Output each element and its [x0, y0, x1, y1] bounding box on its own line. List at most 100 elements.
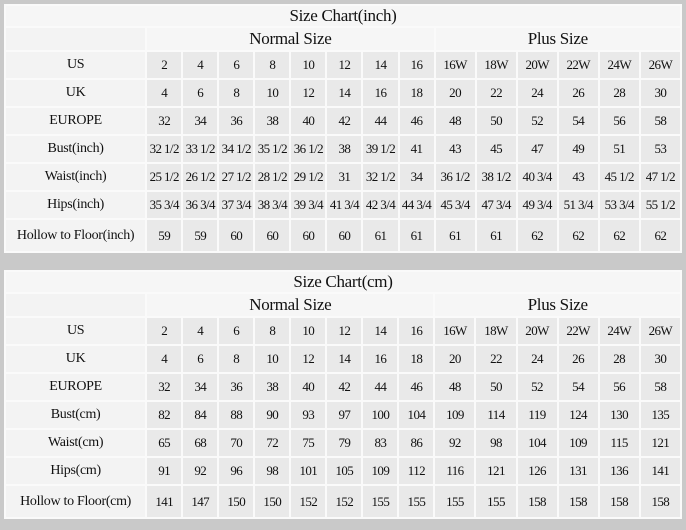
size-chart-inch: Size Chart(inch) Normal Size Plus Size US 2 4… [3, 4, 683, 253]
size-cell: 83 [361, 428, 400, 458]
size-cell: 158 [638, 484, 683, 519]
size-cell: 130 [597, 400, 641, 430]
size-cell: 14 [361, 316, 400, 346]
size-cell: 84 [181, 400, 220, 430]
size-cell: 22 [474, 78, 518, 108]
row-label: UK [3, 78, 148, 108]
size-cell: 62 [597, 218, 641, 253]
table-row: Hips(inch) 35 3/4 36 3/4 37 3/4 38 3/4 39 3/4… [3, 190, 683, 220]
group-plus-size: Plus Size [433, 26, 683, 52]
size-cell: 56 [597, 106, 641, 136]
size-cell: 93 [289, 400, 328, 430]
size-cell: 4 [181, 50, 220, 80]
size-cell: 150 [253, 484, 292, 519]
size-cell: 40 3/4 [515, 162, 559, 192]
size-cell: 16W [433, 50, 477, 80]
size-cell: 61 [433, 218, 477, 253]
size-cell: 20W [515, 50, 559, 80]
size-cell: 47 1/2 [638, 162, 683, 192]
size-cell: 97 [325, 400, 364, 430]
size-cell: 4 [145, 78, 184, 108]
size-table: Size Chart(cm) Normal Size Plus Size US 2 4 6 8… [3, 270, 683, 519]
size-cell: 104 [397, 400, 436, 430]
row-label: UK [3, 344, 148, 374]
size-cell: 14 [325, 78, 364, 108]
chart-title: Size Chart(inch) [4, 4, 682, 28]
size-cell: 39 1/2 [361, 134, 400, 164]
size-cell: 38 [253, 372, 292, 402]
size-cell: 24 [515, 78, 559, 108]
size-table: Size Chart(inch) Normal Size Plus Size US 2 4… [3, 4, 683, 253]
size-cell: 119 [515, 400, 559, 430]
size-cell: 37 3/4 [217, 190, 256, 220]
size-cell: 28 [597, 344, 641, 374]
size-cell: 39 3/4 [289, 190, 328, 220]
size-cell: 14 [325, 344, 364, 374]
size-cell: 30 [638, 78, 683, 108]
size-cell: 4 [145, 344, 184, 374]
size-cell: 54 [556, 106, 600, 136]
table-row: Hips(cm) 91 92 96 98 101 105 109 112 116 121 126 131… [3, 456, 683, 486]
size-cell: 109 [433, 400, 477, 430]
size-cell: 61 [474, 218, 518, 253]
size-cell: 10 [289, 50, 328, 80]
row-label: Bust(cm) [3, 400, 148, 430]
size-cell: 38 3/4 [253, 190, 292, 220]
size-cell: 12 [325, 316, 364, 346]
size-cell: 75 [289, 428, 328, 458]
size-cell: 50 [474, 106, 518, 136]
size-cell: 101 [289, 456, 328, 486]
size-cell: 22W [556, 316, 600, 346]
size-cell: 60 [253, 218, 292, 253]
table-row: US 2 4 6 8 10 12 14 16 16W 18W 20W 22W 24W 26W [3, 50, 683, 80]
size-cell: 65 [145, 428, 184, 458]
size-cell: 56 [597, 372, 641, 402]
size-cell: 152 [289, 484, 328, 519]
size-cell: 147 [181, 484, 220, 519]
size-cell: 35 3/4 [145, 190, 184, 220]
size-cell: 141 [145, 484, 184, 519]
size-cell: 12 [325, 50, 364, 80]
row-label: Waist(inch) [3, 162, 148, 192]
size-cell: 25 1/2 [145, 162, 184, 192]
table-row: UK 4 6 8 10 12 14 16 18 20 22 24 26 28 30 [3, 78, 683, 108]
blank-cell [3, 292, 148, 318]
size-cell: 32 1/2 [145, 134, 184, 164]
size-cell: 90 [253, 400, 292, 430]
size-cell: 10 [253, 344, 292, 374]
size-cell: 16 [361, 78, 400, 108]
size-cell: 155 [433, 484, 477, 519]
size-cell: 34 [181, 372, 220, 402]
table-row: EUROPE 32 34 36 38 40 42 44 46 48 50 52 54 56 58 [3, 372, 683, 402]
title-row: Size Chart(inch) [4, 4, 682, 28]
size-cell: 6 [217, 316, 256, 346]
size-cell: 109 [556, 428, 600, 458]
size-cell: 33 1/2 [181, 134, 220, 164]
size-cell: 68 [181, 428, 220, 458]
size-cell: 121 [474, 456, 518, 486]
size-cell: 29 1/2 [289, 162, 328, 192]
size-cell: 115 [597, 428, 641, 458]
size-cell: 22W [556, 50, 600, 80]
row-label: Hips(cm) [3, 456, 148, 486]
size-cell: 53 3/4 [597, 190, 641, 220]
size-cell: 35 1/2 [253, 134, 292, 164]
size-cell: 12 [289, 344, 328, 374]
size-cell: 141 [638, 456, 683, 486]
size-cell: 44 [361, 106, 400, 136]
size-cell: 98 [253, 456, 292, 486]
size-cell: 44 3/4 [397, 190, 436, 220]
size-cell: 43 [433, 134, 477, 164]
size-cell: 104 [515, 428, 559, 458]
size-cell: 41 3/4 [325, 190, 364, 220]
size-cell: 31 [325, 162, 364, 192]
size-cell: 70 [217, 428, 256, 458]
size-cell: 16W [433, 316, 477, 346]
size-cell: 41 [397, 134, 436, 164]
size-cell: 150 [217, 484, 256, 519]
size-cell: 42 [325, 106, 364, 136]
size-cell: 8 [253, 316, 292, 346]
size-cell: 96 [217, 456, 256, 486]
table-row: UK 4 6 8 10 12 14 16 18 20 22 24 26 28 30 [3, 344, 683, 374]
size-cell: 36 [217, 106, 256, 136]
